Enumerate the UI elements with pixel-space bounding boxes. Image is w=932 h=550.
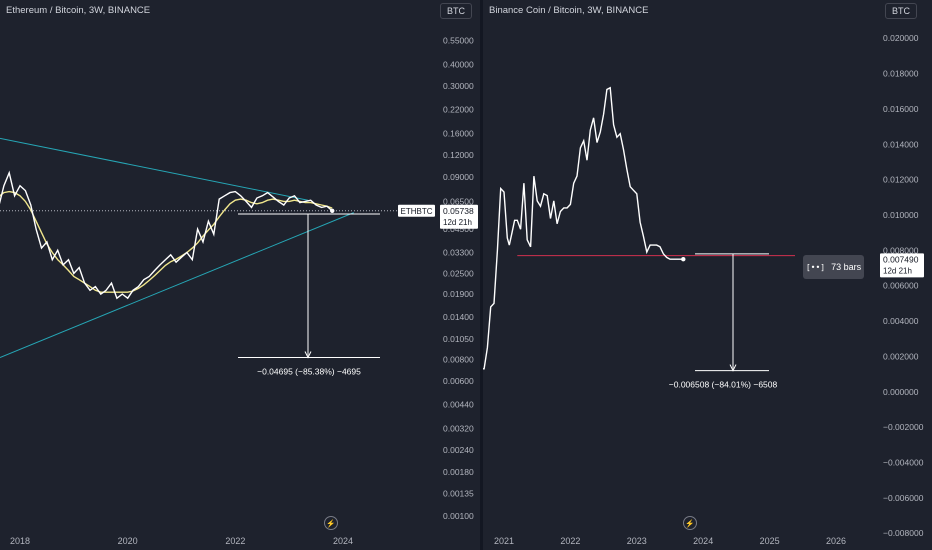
- price-tag: 0.05738: [443, 206, 474, 216]
- countdown-label: 12d 21h: [443, 218, 472, 227]
- measure-arrow-head: [304, 351, 312, 359]
- bars-count-label: 73 bars: [831, 262, 862, 272]
- y-tick-label: 0.00800: [443, 354, 474, 364]
- bars-range-icon: [••]: [805, 262, 826, 272]
- y-tick-label: 0.00100: [443, 511, 474, 521]
- symbol-tag-bg: [398, 204, 435, 217]
- y-tick-label: 0.01900: [443, 289, 474, 299]
- countdown-label: 12d 21h: [883, 266, 912, 275]
- y-tick-label: −0.008000: [883, 528, 924, 538]
- y-tick-label: −0.006000: [883, 493, 924, 503]
- y-tick-label: 0.09000: [443, 172, 474, 182]
- y-tick-label: 0.020000: [883, 33, 919, 43]
- upper-trendline: [0, 137, 309, 201]
- price-tag: 0.007490: [883, 254, 919, 264]
- pane-title-bnbbtc: Binance Coin / Bitcoin, 3W, BINANCE: [489, 5, 649, 16]
- y-tick-label: 0.004000: [883, 316, 919, 326]
- ethbtc-chart[interactable]: 0.55000 0.40000 0.30000 0.22000 0.16000 0.120…: [0, 0, 480, 550]
- symbol-tag: ETHBTC: [401, 207, 433, 216]
- x-tick-label: 2022: [225, 536, 245, 546]
- measure-label: −0.006508 (−84.01%) −6508: [669, 380, 778, 390]
- x-tick-label: 2026: [826, 536, 846, 546]
- y-tick-label: 0.00600: [443, 376, 474, 386]
- bnbbtc-price-line: [483, 86, 684, 370]
- y-tick-label: 0.30000: [443, 81, 474, 91]
- y-tick-label: 0.40000: [443, 59, 474, 69]
- right-chart-pane[interactable]: 0.020000 0.018000 0.016000 0.014000 0.012000…: [483, 0, 932, 550]
- tradingview-logo-icon: [324, 516, 338, 530]
- y-tick-label: 0.02500: [443, 268, 474, 278]
- y-tick-label: 0.010000: [883, 210, 919, 220]
- y-tick-label: 0.01050: [443, 334, 474, 344]
- y-tick-label: 0.012000: [883, 175, 919, 185]
- measure-label: −0.04695 (−85.38%) −4695: [257, 366, 361, 376]
- chart-background: [0, 0, 480, 550]
- ethbtc-price-line: [0, 170, 333, 300]
- last-point-marker: [330, 208, 335, 213]
- y-tick-label: 0.014000: [883, 139, 919, 149]
- measure-arrow-head: [729, 364, 737, 372]
- price-tag-bg: [440, 204, 478, 229]
- currency-button-left[interactable]: BTC: [440, 3, 472, 19]
- y-tick-label: 0.06500: [443, 196, 474, 206]
- y-tick-label: 0.12000: [443, 150, 474, 160]
- tradingview-logo-icon: [683, 516, 697, 530]
- x-tick-label: 2022: [560, 536, 580, 546]
- y-tick-label: 0.008000: [883, 245, 919, 255]
- y-tick-label: 0.006000: [883, 281, 919, 291]
- y-tick-label: 0.04500: [443, 224, 474, 234]
- y-tick-label: 0.16000: [443, 129, 474, 139]
- last-point-marker: [681, 257, 686, 262]
- y-tick-label: 0.018000: [883, 69, 919, 79]
- logo-glyph: ⚡: [685, 519, 694, 528]
- y-tick-label: 0.22000: [443, 105, 474, 115]
- y-tick-label: 0.000000: [883, 387, 919, 397]
- price-tag-bg: [880, 253, 924, 278]
- y-tick-label: 0.00320: [443, 423, 474, 433]
- y-tick-label: 0.00180: [443, 467, 474, 477]
- chart-background: [483, 0, 932, 550]
- pane-divider[interactable]: [480, 0, 483, 550]
- x-tick-label: 2018: [10, 536, 30, 546]
- x-tick-label: 2024: [333, 536, 353, 546]
- y-tick-label: 0.03300: [443, 248, 474, 258]
- logo-glyph: ⚡: [326, 519, 335, 528]
- bnbbtc-chart[interactable]: 0.020000 0.018000 0.016000 0.014000 0.012000…: [483, 0, 932, 550]
- y-tick-label: 0.016000: [883, 104, 919, 114]
- y-tick-label: 0.01400: [443, 312, 474, 322]
- y-tick-label: 0.002000: [883, 351, 919, 361]
- y-tick-label: −0.004000: [883, 458, 924, 468]
- x-tick-label: 2024: [693, 536, 713, 546]
- x-tick-label: 2020: [118, 536, 138, 546]
- lower-trendline: [0, 212, 354, 358]
- x-tick-label: 2021: [494, 536, 514, 546]
- y-tick-label: −0.002000: [883, 422, 924, 432]
- y-tick-label: 0.55000: [443, 35, 474, 45]
- pane-title-ethbtc: Ethereum / Bitcoin, 3W, BINANCE: [6, 5, 151, 16]
- left-chart-pane[interactable]: 0.55000 0.40000 0.30000 0.22000 0.16000 0.120…: [0, 0, 480, 550]
- y-tick-label: 0.00440: [443, 399, 474, 409]
- y-tick-label: 0.00240: [443, 445, 474, 455]
- x-tick-label: 2023: [627, 536, 647, 546]
- x-tick-label: 2025: [760, 536, 780, 546]
- bars-count-badge: [••] 73 bars: [803, 255, 864, 279]
- y-tick-label: 0.00135: [443, 489, 474, 499]
- currency-button-right[interactable]: BTC: [885, 3, 917, 19]
